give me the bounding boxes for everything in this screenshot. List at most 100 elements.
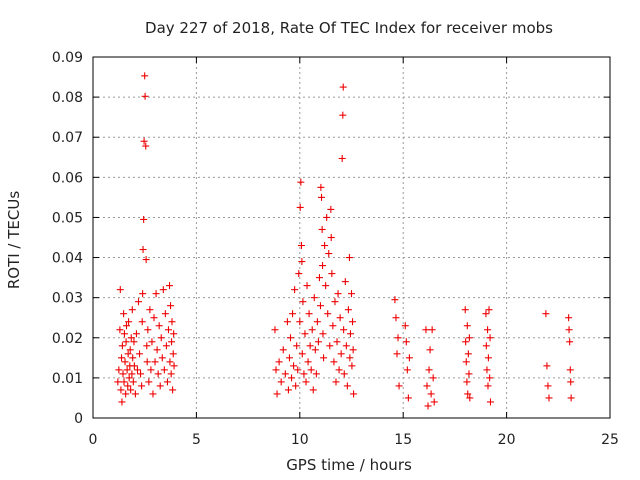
data-point-marker: [134, 298, 142, 306]
data-point-marker: [319, 262, 327, 270]
x-tick-label: 15: [394, 432, 412, 448]
data-point-marker: [306, 342, 314, 350]
data-point-marker: [566, 338, 574, 346]
data-point-marker: [402, 338, 410, 346]
data-point-marker: [486, 334, 494, 342]
data-point-marker: [303, 282, 311, 290]
data-point-marker: [168, 338, 176, 346]
data-point-marker: [461, 306, 469, 314]
data-point-marker: [136, 350, 144, 358]
data-point-marker: [118, 398, 126, 406]
data-point-marker: [317, 183, 325, 191]
data-point-marker: [299, 298, 307, 306]
data-point-marker: [290, 362, 298, 370]
data-point-marker: [169, 350, 177, 358]
data-point-marker: [301, 330, 309, 338]
data-point-marker: [164, 326, 172, 334]
data-point-marker: [167, 302, 175, 310]
data-point-marker: [323, 213, 331, 221]
data-point-marker: [486, 374, 494, 382]
data-point-marker: [128, 370, 136, 378]
data-point-marker: [142, 142, 150, 150]
x-tick-label: 10: [291, 432, 309, 448]
data-point-marker: [483, 366, 491, 374]
data-point-marker: [120, 378, 128, 386]
data-point-marker: [337, 350, 345, 358]
data-point-marker: [428, 326, 436, 334]
data-point-marker: [466, 394, 474, 402]
data-point-marker: [138, 318, 146, 326]
y-tick-label: 0.08: [52, 90, 83, 106]
data-point-marker: [542, 310, 550, 318]
data-point-marker: [339, 111, 347, 119]
data-point-marker: [143, 358, 151, 366]
data-point-marker: [150, 314, 158, 322]
y-axis-label: ROTI / TECUs: [5, 191, 23, 289]
data-point-marker: [162, 342, 170, 350]
data-point-marker: [342, 342, 350, 350]
data-point-marker: [129, 378, 137, 386]
data-point-marker: [319, 330, 327, 338]
data-point-marker: [482, 342, 490, 350]
data-point-marker: [114, 378, 122, 386]
y-tick-label: 0.07: [52, 130, 83, 146]
data-point-marker: [129, 354, 137, 362]
data-point-marker: [350, 390, 358, 398]
data-point-marker: [462, 358, 470, 366]
data-point-marker: [309, 386, 317, 394]
data-point-marker: [116, 286, 124, 294]
data-point-marker: [121, 358, 129, 366]
data-point-marker: [465, 370, 473, 378]
data-point-marker: [327, 205, 335, 213]
data-point-marker: [310, 294, 318, 302]
y-tick-label: 0.04: [52, 251, 83, 267]
data-point-marker: [166, 282, 174, 290]
data-point-marker: [166, 358, 174, 366]
data-point-marker: [160, 366, 168, 374]
data-point-marker: [154, 370, 162, 378]
data-point-marker: [146, 306, 154, 314]
data-point-marker: [131, 390, 139, 398]
data-point-marker: [545, 394, 553, 402]
data-point-marker: [291, 286, 299, 294]
data-point-marker: [140, 137, 148, 145]
data-point-marker: [314, 338, 322, 346]
data-point-marker: [289, 310, 297, 318]
data-point-marker: [141, 92, 149, 100]
data-point-marker: [326, 342, 334, 350]
data-point-marker: [133, 366, 141, 374]
data-point-marker: [140, 215, 148, 223]
data-point-marker: [277, 378, 285, 386]
x-tick-label: 25: [601, 432, 619, 448]
data-point-marker: [145, 378, 153, 386]
data-point-marker: [430, 398, 438, 406]
data-point-marker: [424, 402, 432, 410]
data-point-marker: [308, 326, 316, 334]
data-point-marker: [158, 354, 166, 362]
data-point-marker: [544, 382, 552, 390]
data-point-marker: [348, 290, 355, 298]
data-point-marker: [327, 234, 335, 241]
data-point-marker: [349, 318, 357, 326]
data-point-marker: [127, 334, 135, 342]
data-point-marker: [393, 350, 401, 358]
data-point-marker: [159, 286, 167, 294]
data-point-marker: [130, 338, 138, 346]
data-point-marker: [147, 366, 155, 374]
data-point-marker: [333, 338, 341, 346]
data-point-marker: [565, 314, 573, 322]
data-point-marker: [427, 390, 435, 398]
y-tick-label: 0.01: [52, 371, 83, 387]
y-tick-label: 0.06: [52, 170, 83, 186]
data-point-marker: [334, 290, 342, 298]
data-point-marker: [123, 366, 131, 374]
data-point-marker: [395, 382, 403, 390]
data-point-marker: [422, 326, 430, 334]
data-point-marker: [284, 386, 292, 394]
data-point-marker: [137, 370, 145, 378]
data-point-marker: [567, 394, 575, 402]
data-point-marker: [297, 178, 305, 186]
data-point-marker: [340, 326, 348, 334]
data-point-marker: [331, 298, 339, 306]
